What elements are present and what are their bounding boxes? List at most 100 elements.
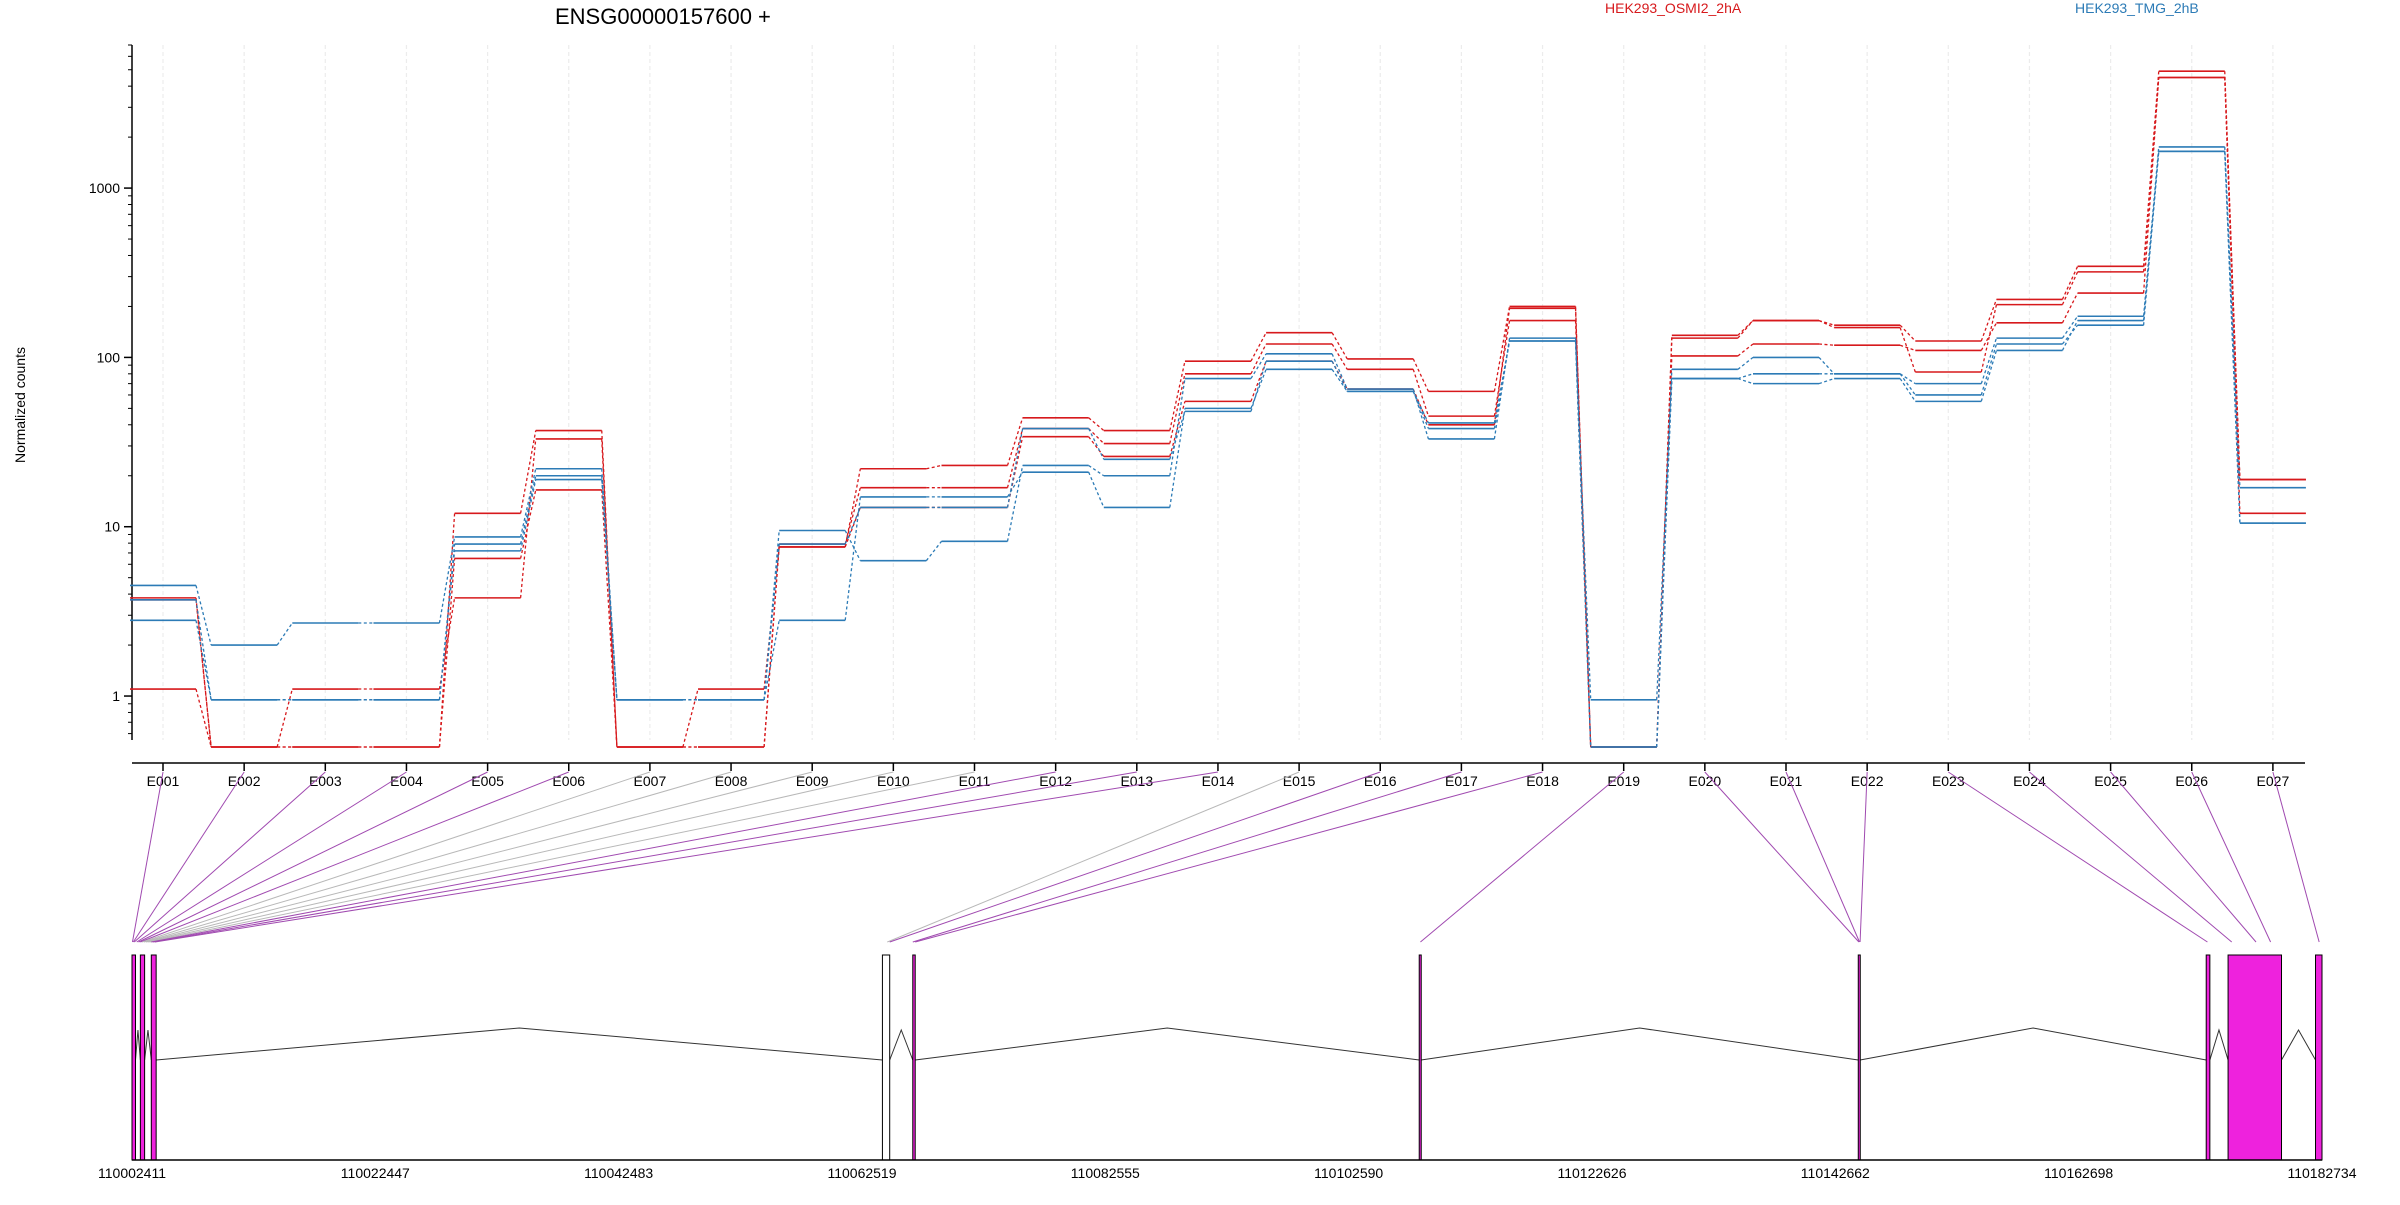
genome-tick-label: 110182734 [2287, 1165, 2356, 1181]
series-connector [1331, 353, 1348, 390]
y-tick-label: 100 [97, 349, 121, 365]
series-connector [519, 479, 537, 552]
series-connector [1088, 464, 1105, 477]
series-connector [763, 530, 780, 700]
series-connector [1250, 332, 1267, 362]
x-tick-label: E009 [796, 773, 829, 789]
series-connector [1088, 436, 1105, 457]
series-connector [763, 546, 780, 748]
series-connector [1088, 471, 1105, 508]
mapping-line [1420, 771, 1625, 943]
intron-line [1420, 1027, 1859, 1061]
mapping-line [143, 771, 732, 943]
exon-box [1418, 954, 1422, 1161]
x-tick-label: E001 [147, 773, 180, 789]
series-connector [1899, 378, 1916, 402]
series-connector [1006, 436, 1024, 508]
series-connector [1980, 350, 1998, 402]
exon-box [150, 954, 157, 1161]
series-connector [1899, 344, 1916, 352]
series-connector [2142, 151, 2160, 326]
intron-line [915, 1027, 1420, 1061]
x-tick-label: E002 [228, 773, 261, 789]
series-connector [844, 487, 861, 545]
mapping-line [2191, 771, 2272, 943]
mapping-line [131, 771, 164, 943]
intron-line [156, 1027, 883, 1061]
series-connector [1250, 369, 1267, 409]
series-connector [2224, 77, 2241, 480]
x-tick-label: E012 [1039, 773, 1072, 789]
series-connector [1493, 306, 1511, 392]
series-connector [195, 599, 212, 748]
series-connector [2061, 271, 2079, 305]
series-connector [763, 543, 780, 700]
series-connector [925, 540, 943, 562]
genome-tick-label: 110142662 [1801, 1165, 1870, 1181]
series-connector [1169, 373, 1186, 444]
series-connector [2142, 77, 2160, 272]
intron-line [2209, 1028, 2229, 1061]
series-lines [130, 70, 2306, 748]
x-tick-label: E026 [2175, 773, 2208, 789]
exon-mapping-lines [131, 771, 2320, 943]
x-tick-label: E007 [634, 773, 667, 789]
series-connector [1006, 428, 1024, 488]
mapping-line [915, 771, 1543, 943]
series-connector [1169, 361, 1186, 431]
vertical-grid [162, 45, 2274, 740]
mapping-line [1704, 771, 1860, 943]
series-connector [682, 688, 699, 748]
y-axis-label: Normalized counts [12, 347, 28, 463]
series-connector [1980, 337, 1998, 384]
y-tick-label: 1000 [89, 180, 120, 196]
genome-tick-label: 110022447 [341, 1165, 410, 1181]
x-tick-label: E018 [1526, 773, 1559, 789]
series-connector [195, 585, 212, 646]
series-connector [1412, 369, 1430, 417]
series-connector [1899, 373, 1916, 385]
mapping-line [912, 771, 1462, 943]
x-tick-label: E027 [2257, 773, 2290, 789]
x-tick-label: E003 [309, 773, 342, 789]
mapping-line [147, 771, 894, 943]
genome-tick-label: 110162698 [2044, 1165, 2113, 1181]
series-5 [130, 150, 2306, 748]
series-connector [844, 468, 861, 548]
x-tick-label: E024 [2013, 773, 2046, 789]
series-connector [844, 496, 861, 621]
x-tick-label: E015 [1283, 773, 1316, 789]
series-connector [1574, 308, 1592, 748]
x-tick-label: E025 [2094, 773, 2127, 789]
x-tick-label: E010 [877, 773, 910, 789]
exon-box [1857, 954, 1861, 1161]
mapping-line [2110, 771, 2257, 943]
exon-box [881, 954, 891, 1161]
series-connector [601, 479, 618, 700]
series-connector [926, 464, 942, 470]
x-tick-label: E005 [471, 773, 504, 789]
series-connector [1980, 304, 1998, 373]
series-connector [763, 620, 780, 700]
x-tick-label: E019 [1607, 773, 1640, 789]
series-connector [2061, 292, 2079, 324]
exon-box [2205, 954, 2211, 1161]
series-connector [1574, 340, 1592, 748]
series-connector [1169, 411, 1186, 460]
series-connector [1737, 343, 1754, 357]
series-connector [1737, 320, 1754, 339]
series-connector [1250, 353, 1267, 379]
series-connector [2224, 151, 2241, 524]
genome-tick-label: 110002411 [98, 1165, 166, 1181]
exon-box [131, 954, 137, 1161]
intron-line [889, 1028, 914, 1061]
series-connector [519, 475, 537, 545]
mapping-line [2272, 771, 2320, 943]
series-connector [1899, 373, 1916, 396]
series-connector [195, 620, 212, 700]
series-connector [1088, 417, 1105, 432]
x-tick-label: E013 [1120, 773, 1153, 789]
series-connector [1737, 377, 1754, 385]
series-connector [844, 530, 861, 561]
